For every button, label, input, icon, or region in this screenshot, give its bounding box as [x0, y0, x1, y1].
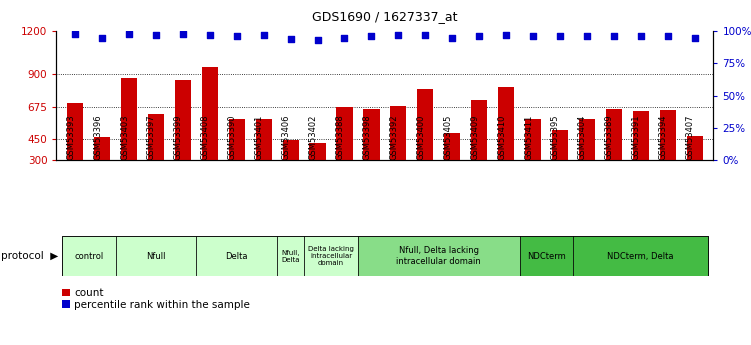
Text: GSM53397: GSM53397 [147, 115, 156, 160]
Point [204, 32, 216, 38]
Text: control: control [74, 252, 104, 261]
Text: GSM53410: GSM53410 [497, 115, 506, 160]
Text: GSM53396: GSM53396 [93, 115, 102, 160]
Text: GSM53403: GSM53403 [120, 115, 129, 160]
Point [258, 32, 270, 38]
Text: NDCterm, Delta: NDCterm, Delta [608, 252, 674, 261]
Bar [391, 106, 406, 204]
Legend: count, percentile rank within the sample: count, percentile rank within the sample [62, 288, 250, 310]
Text: GSM53392: GSM53392 [389, 115, 398, 160]
Bar [606, 109, 622, 204]
Bar [67, 103, 83, 204]
Text: GSM53408: GSM53408 [201, 115, 210, 160]
Point [177, 31, 189, 36]
Bar [336, 107, 352, 204]
Bar [175, 80, 191, 204]
Bar [520, 236, 574, 276]
Text: GSM53407: GSM53407 [686, 115, 695, 160]
Point [419, 32, 431, 38]
Text: GSM53388: GSM53388 [336, 115, 345, 160]
Text: GSM53391: GSM53391 [632, 115, 641, 160]
Bar [525, 119, 541, 204]
Bar [498, 87, 514, 204]
Bar [282, 140, 299, 204]
Text: GSM53400: GSM53400 [416, 115, 425, 160]
Point [392, 32, 404, 38]
Point [500, 32, 512, 38]
Point [150, 32, 162, 38]
Text: GSM53401: GSM53401 [255, 115, 264, 160]
Bar [148, 115, 164, 204]
Bar [94, 137, 110, 204]
Point [608, 33, 620, 39]
Bar [632, 111, 649, 204]
Point [689, 35, 701, 40]
Point [69, 31, 81, 36]
Text: protocol  ▶: protocol ▶ [1, 251, 58, 261]
Text: GSM53398: GSM53398 [363, 115, 372, 160]
Point [339, 35, 351, 40]
Bar [277, 236, 304, 276]
Bar [358, 236, 520, 276]
Bar [418, 89, 433, 204]
Text: GSM53402: GSM53402 [309, 115, 318, 160]
Text: GSM53394: GSM53394 [659, 115, 668, 160]
Text: Delta: Delta [225, 252, 248, 261]
Text: Nfull: Nfull [146, 252, 166, 261]
Text: GDS1690 / 1627337_at: GDS1690 / 1627337_at [312, 10, 457, 23]
Bar [552, 130, 568, 204]
Text: GSM53405: GSM53405 [443, 115, 452, 160]
Text: GSM53389: GSM53389 [605, 115, 614, 160]
Point [285, 36, 297, 42]
Text: GSM53393: GSM53393 [66, 115, 75, 160]
Point [231, 33, 243, 39]
Point [527, 33, 539, 39]
Point [366, 33, 378, 39]
Bar [363, 109, 379, 204]
Text: GSM53395: GSM53395 [551, 115, 560, 160]
Point [635, 33, 647, 39]
Bar [579, 119, 595, 204]
Bar [121, 78, 137, 204]
Bar [196, 236, 277, 276]
Text: GSM53409: GSM53409 [470, 115, 479, 160]
Text: Nfull,
Delta: Nfull, Delta [282, 250, 300, 263]
Bar [686, 136, 703, 204]
Point [662, 33, 674, 39]
Text: Nfull, Delta lacking
intracellular domain: Nfull, Delta lacking intracellular domai… [397, 246, 481, 266]
Bar [574, 236, 708, 276]
Bar [202, 67, 218, 204]
Bar [659, 110, 676, 204]
Bar [444, 133, 460, 204]
Text: GSM53404: GSM53404 [578, 115, 587, 160]
Text: GSM53411: GSM53411 [524, 115, 533, 160]
Text: NDCterm: NDCterm [527, 252, 566, 261]
Bar [304, 236, 358, 276]
Bar [62, 236, 116, 276]
Text: GSM53406: GSM53406 [282, 115, 291, 160]
Bar [255, 119, 272, 204]
Text: GSM53399: GSM53399 [174, 115, 183, 160]
Point [312, 37, 324, 43]
Point [96, 35, 108, 40]
Bar [309, 143, 326, 204]
Point [581, 33, 593, 39]
Text: GSM53390: GSM53390 [228, 115, 237, 160]
Bar [229, 119, 245, 204]
Bar [471, 100, 487, 204]
Bar [116, 236, 196, 276]
Text: Delta lacking
intracellular
domain: Delta lacking intracellular domain [308, 246, 354, 266]
Point [446, 35, 458, 40]
Point [473, 33, 485, 39]
Point [554, 33, 566, 39]
Point [123, 31, 135, 36]
